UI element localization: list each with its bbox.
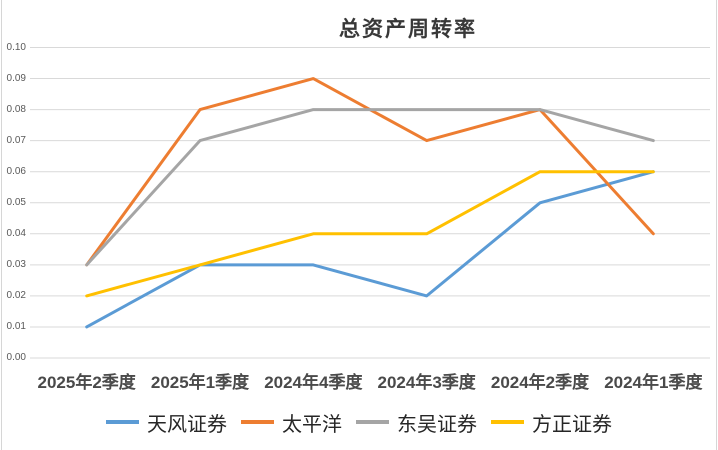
y-tick-label: 0.01 — [6, 320, 26, 332]
legend-label: 天风证券 — [147, 413, 227, 436]
legend-item: 太平洋 — [241, 408, 342, 437]
series-line — [85, 170, 655, 298]
y-tick-label: 0.03 — [6, 258, 26, 270]
x-tick-label: 2024年2季度 — [490, 373, 590, 392]
x-tick-label: 2025年1季度 — [150, 373, 250, 392]
x-tick-label: 2025年2季度 — [37, 373, 136, 392]
legend-label: 东吴证券 — [397, 413, 477, 436]
legend: 天风证券 太平洋 东吴证券 方正证券 — [0, 403, 718, 441]
y-tick-label: 0.07 — [6, 134, 26, 146]
chart-title: 总资产周转率 — [339, 17, 477, 41]
x-tick-label: 2024年3季度 — [377, 373, 476, 392]
x-tick-label: 2024年4季度 — [264, 373, 363, 392]
legend-line-swatch — [356, 420, 389, 424]
legend-label: 方正证券 — [532, 413, 612, 436]
legend-line-swatch — [241, 420, 274, 424]
legend-item: 天风证券 — [106, 408, 227, 437]
x-tick-label: 2024年1季度 — [604, 373, 703, 392]
y-tick-label: 0.10 — [6, 41, 26, 53]
y-tick-label: 0.06 — [6, 165, 26, 177]
legend-line-swatch — [491, 420, 524, 424]
y-tick-label: 0.08 — [6, 103, 26, 115]
y-tick-label: 0.00 — [6, 352, 26, 363]
legend-item: 东吴证券 — [356, 408, 477, 437]
series-line — [85, 108, 655, 267]
y-tick-label: 0.09 — [6, 72, 26, 84]
legend-line-swatch — [106, 420, 139, 424]
y-tick-label: 0.02 — [6, 289, 26, 301]
legend-item: 方正证券 — [491, 408, 612, 437]
y-tick-label: 0.05 — [6, 196, 26, 208]
series-line — [85, 170, 655, 329]
y-tick-label: 0.04 — [6, 227, 26, 239]
legend-label: 太平洋 — [282, 413, 342, 436]
